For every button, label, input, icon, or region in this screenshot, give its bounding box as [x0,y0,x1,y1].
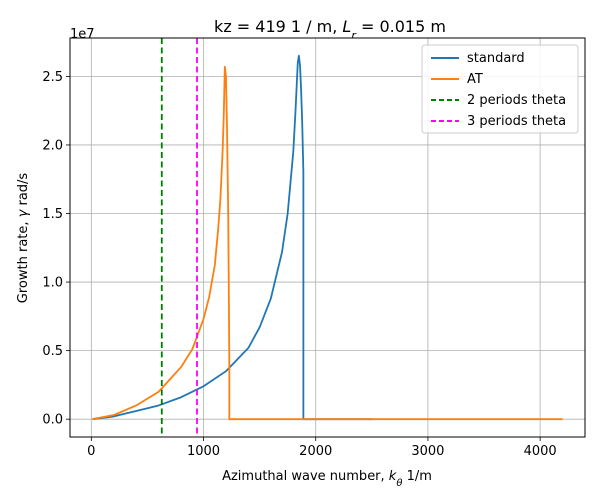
x-ticks: 0 1000 2000 3000 4000 [87,437,557,459]
x-tick-label: 1000 [187,444,220,459]
legend-box [421,44,579,134]
x-tick-label: 0 [87,444,95,459]
legend-label-two-periods: 2 periods theta [467,93,566,108]
plot-frame [69,37,586,438]
chart-title: kz = 419 1 / m, Lr = 0.015 m [214,17,446,42]
y-ticks: 0.0 0.5 1.0 1.5 2.0 2.5 [42,70,70,428]
x-tick-label: 2000 [299,444,332,459]
y-axis-label: Growth rate, γ rad/s [16,173,31,304]
legend-label-at: AT [467,72,483,87]
y-tick-label: 2.0 [42,138,63,153]
x-tick-label: 4000 [524,444,557,459]
series-line-at [92,65,563,421]
y-tick-label: 1.5 [42,207,63,222]
y-tick-label: 0.0 [42,413,63,428]
y-tick-label: 1.0 [42,276,63,291]
x-axis-label: Azimuthal wave number, kθ 1/m [222,469,432,489]
y-tick-label: 2.5 [42,70,63,85]
series-lines [92,38,563,437]
y-tick-label: 0.5 [42,344,63,359]
legend-label-three-periods: 3 periods theta [467,114,566,129]
x-tick-label: 3000 [411,444,444,459]
series-line-standard [92,54,372,421]
legend-label-standard: standard [467,51,525,66]
legend: standard AT 2 periods theta 3 periods th… [421,44,579,134]
